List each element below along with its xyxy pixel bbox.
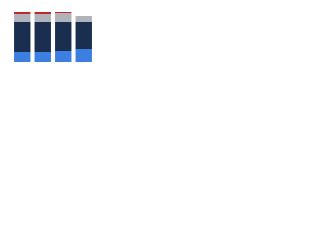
bar-segment bbox=[75, 16, 92, 22]
bar-segment bbox=[34, 52, 51, 62]
bar-segment bbox=[55, 22, 72, 51]
bar-segment bbox=[14, 52, 31, 62]
bar-segment bbox=[55, 51, 72, 62]
bar-segment bbox=[55, 13, 72, 22]
bar-segment bbox=[14, 12, 31, 14]
bar-segment bbox=[34, 12, 51, 14]
bar-segment bbox=[14, 14, 31, 22]
bar-segment bbox=[75, 22, 92, 49]
bar-segment bbox=[14, 22, 31, 52]
bar-segment bbox=[55, 12, 72, 13]
bar-segment bbox=[75, 49, 92, 62]
bar-segment bbox=[34, 14, 51, 22]
chart bbox=[0, 0, 100, 71]
bar-segment bbox=[34, 22, 51, 52]
